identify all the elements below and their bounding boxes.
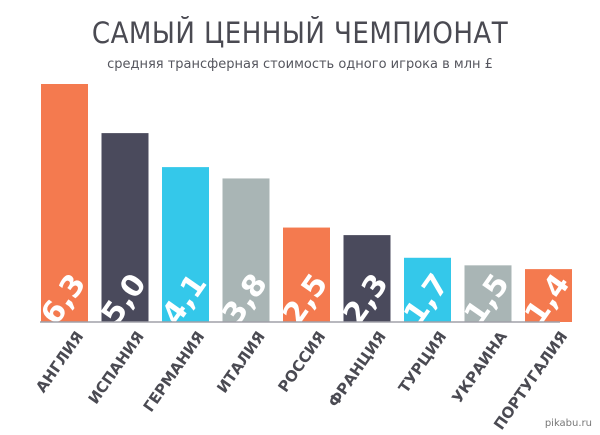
category-label-4: ИТАЛИЯ — [213, 328, 268, 396]
category-label-2: ИСПАНИЯ — [85, 328, 148, 407]
watermark: pikabu.ru — [544, 418, 592, 429]
bar-6 — [343, 235, 391, 322]
bar-9 — [525, 269, 572, 322]
category-label-1: АНГЛИЯ — [32, 328, 87, 396]
bar-7 — [404, 257, 451, 322]
category-label-6: ФРАНЦИЯ — [325, 328, 390, 410]
category-label-8: УКРАИНА — [448, 328, 511, 407]
bars-group — [41, 84, 572, 322]
category-label-5: РОССИЯ — [274, 328, 329, 396]
category-label-7: ТУРЦИЯ — [395, 328, 450, 396]
bar-8 — [464, 265, 512, 322]
chart-subtitle: средняя трансферная стоимость одного игр… — [107, 57, 493, 72]
category-label-3: ГЕРМАНИЯ — [140, 328, 209, 415]
bar-2 — [101, 133, 149, 322]
bar-5 — [283, 227, 330, 322]
bar-1 — [41, 84, 88, 322]
bar-3 — [162, 167, 209, 322]
chart-title: САМЫЙ ЦЕННЫЙ ЧЕМПИОНАТ — [91, 16, 509, 50]
bar-4 — [222, 178, 270, 322]
